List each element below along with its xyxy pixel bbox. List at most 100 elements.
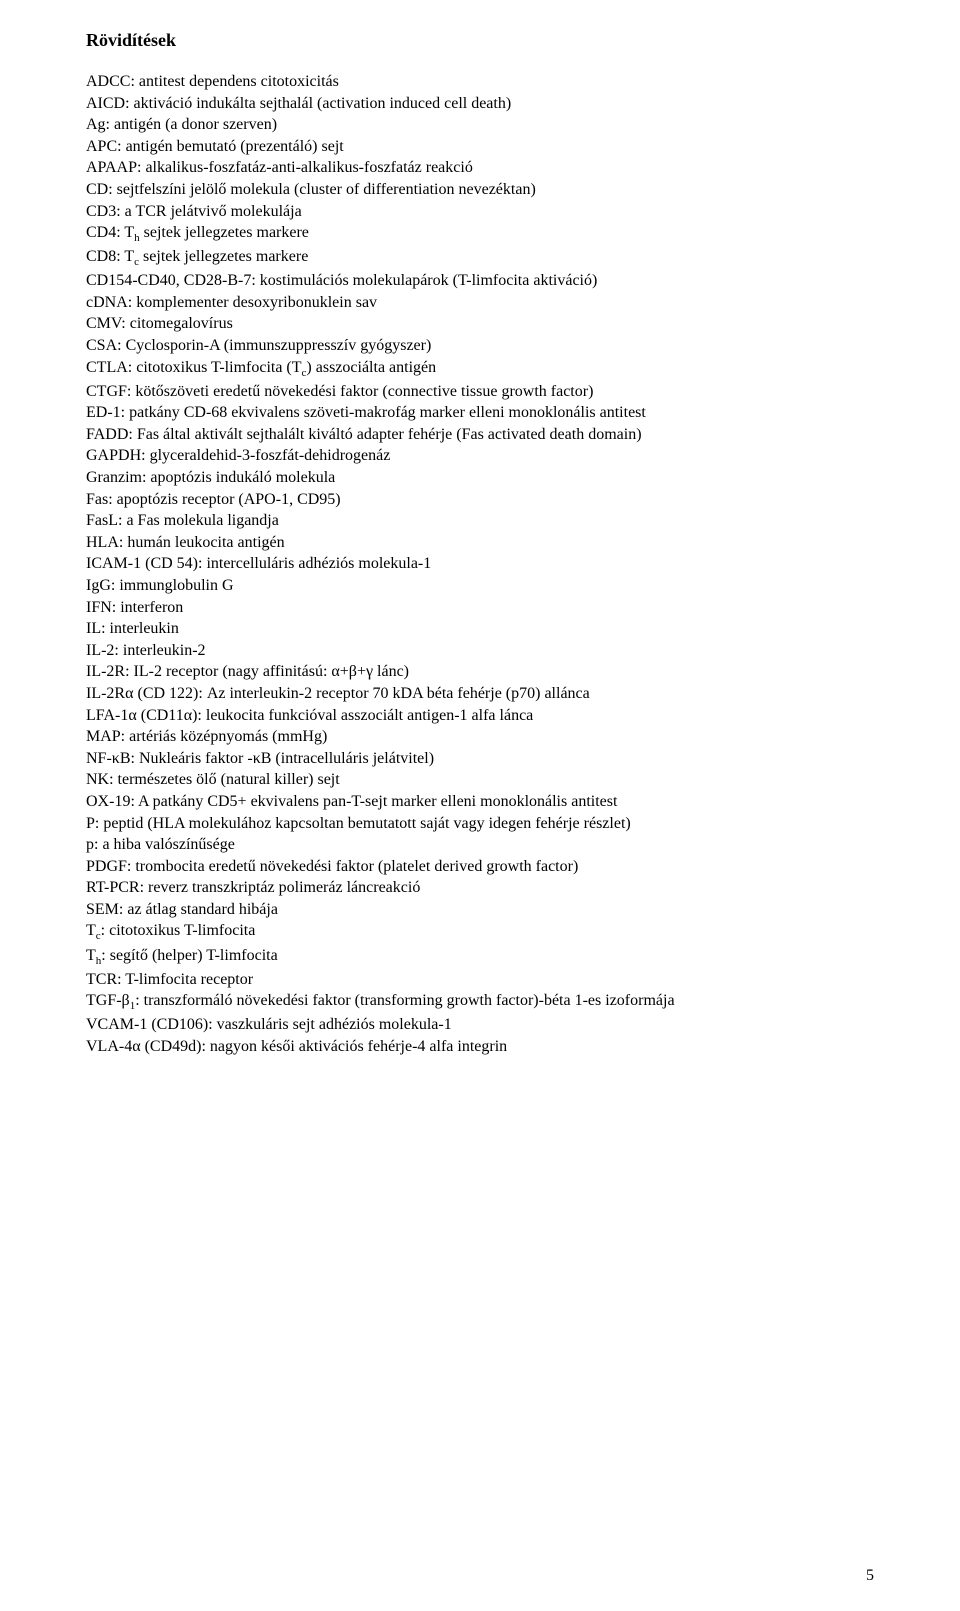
- entry-text: CTGF: kötőszöveti eredetű növekedési fak…: [86, 383, 593, 400]
- entry-text: TGF-β: [86, 992, 130, 1009]
- abbreviation-entry: CMV: citomegalovírus: [86, 313, 874, 335]
- entry-text: TCR: T-limfocita receptor: [86, 971, 253, 988]
- abbreviation-entry: IFN: interferon: [86, 597, 874, 619]
- entry-text: IgG: immunglobulin G: [86, 577, 234, 594]
- entry-text: RT-PCR: reverz transzkriptáz polimeráz l…: [86, 879, 420, 896]
- entry-text: VLA-4α (CD49d): nagyon késői aktivációs …: [86, 1038, 507, 1055]
- abbreviation-entry: MAP: artériás középnyomás (mmHg): [86, 726, 874, 748]
- abbreviation-entry: TGF-β1: transzformáló növekedési faktor …: [86, 990, 874, 1014]
- entry-text: ADCC: antitest dependens citotoxicitás: [86, 73, 339, 90]
- abbreviation-entry: AICD: aktiváció indukálta sejthalál (act…: [86, 93, 874, 115]
- abbreviation-entry: APAAP: alkalikus-foszfatáz-anti-alkaliku…: [86, 157, 874, 179]
- entry-text: P: peptid (HLA molekulához kapcsoltan be…: [86, 815, 631, 832]
- abbreviation-entry: IL: interleukin: [86, 618, 874, 640]
- abbreviation-entry: ED-1: patkány CD-68 ekvivalens szöveti-m…: [86, 402, 874, 424]
- entry-text: HLA: humán leukocita antigén: [86, 534, 285, 551]
- entry-text: ICAM-1 (CD 54): intercelluláris adhéziós…: [86, 555, 431, 572]
- entry-text: CD4: T: [86, 224, 134, 241]
- abbreviation-entry: Tc: citotoxikus T-limfocita: [86, 920, 874, 944]
- page-title: Rövidítések: [86, 30, 874, 51]
- abbreviation-entry: CD4: Th sejtek jellegzetes markere: [86, 222, 874, 246]
- abbreviation-entry: SEM: az átlag standard hibája: [86, 899, 874, 921]
- entry-text: IL-2Rα (CD 122): Az interleukin-2 recept…: [86, 685, 590, 702]
- abbreviation-entry: Granzim: apoptózis indukáló molekula: [86, 467, 874, 489]
- entry-text: ) asszociálta antigén: [306, 359, 436, 376]
- abbreviation-entry: APC: antigén bemutató (prezentáló) sejt: [86, 136, 874, 158]
- abbreviation-entry: FADD: Fas által aktivált sejthalált kivá…: [86, 424, 874, 446]
- entry-text: CMV: citomegalovírus: [86, 315, 233, 332]
- document-page: Rövidítések ADCC: antitest dependens cit…: [0, 0, 960, 1611]
- entry-text: ED-1: patkány CD-68 ekvivalens szöveti-m…: [86, 404, 646, 421]
- entry-text: Ag: antigén (a donor szerven): [86, 116, 277, 133]
- entry-text: CTLA: citotoxikus T-limfocita (T: [86, 359, 302, 376]
- entry-text: CD3: a TCR jelátvivő molekulája: [86, 203, 302, 220]
- entry-text: p: a hiba valószínűsége: [86, 836, 235, 853]
- abbreviation-entry: CD3: a TCR jelátvivő molekulája: [86, 201, 874, 223]
- entry-text: FasL: a Fas molekula ligandja: [86, 512, 279, 529]
- entry-text: T: [86, 947, 96, 964]
- abbreviation-entry: PDGF: trombocita eredetű növekedési fakt…: [86, 856, 874, 878]
- abbreviation-entry: cDNA: komplementer desoxyribonuklein sav: [86, 292, 874, 314]
- abbreviation-entry: HLA: humán leukocita antigén: [86, 532, 874, 554]
- entry-text: : transzformáló növekedési faktor (trans…: [135, 992, 674, 1009]
- entry-text: MAP: artériás középnyomás (mmHg): [86, 728, 327, 745]
- abbreviation-entry: ADCC: antitest dependens citotoxicitás: [86, 71, 874, 93]
- abbreviation-entry: ICAM-1 (CD 54): intercelluláris adhéziós…: [86, 553, 874, 575]
- abbreviation-entry: P: peptid (HLA molekulához kapcsoltan be…: [86, 813, 874, 835]
- abbreviation-entry: CD8: Tc sejtek jellegzetes markere: [86, 246, 874, 270]
- entry-text: IL-2R: IL-2 receptor (nagy affinitású: α…: [86, 663, 409, 680]
- entry-text: CD154-CD40, CD28-B-7: kostimulációs mole…: [86, 272, 597, 289]
- entry-text: IFN: interferon: [86, 599, 183, 616]
- entry-text: IL: interleukin: [86, 620, 179, 637]
- abbreviation-entry: VCAM-1 (CD106): vaszkuláris sejt adhézió…: [86, 1014, 874, 1036]
- entry-text: SEM: az átlag standard hibája: [86, 901, 278, 918]
- abbreviation-entry: LFA-1α (CD11α): leukocita funkcióval ass…: [86, 705, 874, 727]
- abbreviation-entry: TCR: T-limfocita receptor: [86, 969, 874, 991]
- abbreviation-entry: CD: sejtfelszíni jelölő molekula (cluste…: [86, 179, 874, 201]
- entry-text: Fas: apoptózis receptor (APO-1, CD95): [86, 491, 341, 508]
- abbreviation-entry: Ag: antigén (a donor szerven): [86, 114, 874, 136]
- entry-text: VCAM-1 (CD106): vaszkuláris sejt adhézió…: [86, 1016, 452, 1033]
- entry-text: CSA: Cyclosporin-A (immunszuppresszív gy…: [86, 337, 431, 354]
- entry-text: CD: sejtfelszíni jelölő molekula (cluste…: [86, 181, 536, 198]
- entry-text: NK: természetes ölő (natural killer) sej…: [86, 771, 340, 788]
- abbreviation-entry: p: a hiba valószínűsége: [86, 834, 874, 856]
- abbreviation-entry: CD154-CD40, CD28-B-7: kostimulációs mole…: [86, 270, 874, 292]
- abbreviation-entry: CTGF: kötőszöveti eredetű növekedési fak…: [86, 381, 874, 403]
- abbreviation-entry: IL-2: interleukin-2: [86, 640, 874, 662]
- abbreviation-entry: NK: természetes ölő (natural killer) sej…: [86, 769, 874, 791]
- entry-text: IL-2: interleukin-2: [86, 642, 206, 659]
- entry-text: cDNA: komplementer desoxyribonuklein sav: [86, 294, 377, 311]
- abbreviation-entry: CSA: Cyclosporin-A (immunszuppresszív gy…: [86, 335, 874, 357]
- abbreviation-entry: IL-2R: IL-2 receptor (nagy affinitású: α…: [86, 661, 874, 683]
- abbreviation-list: ADCC: antitest dependens citotoxicitás AI…: [86, 71, 874, 1057]
- entry-text: sejtek jellegzetes markere: [140, 224, 309, 241]
- entry-text: sejtek jellegzetes markere: [139, 248, 308, 265]
- entry-text: GAPDH: glyceraldehid-3-foszfát-dehidroge…: [86, 447, 390, 464]
- abbreviation-entry: GAPDH: glyceraldehid-3-foszfát-dehidroge…: [86, 445, 874, 467]
- entry-text: T: [86, 922, 96, 939]
- abbreviation-entry: VLA-4α (CD49d): nagyon késői aktivációs …: [86, 1036, 874, 1058]
- entry-text: PDGF: trombocita eredetű növekedési fakt…: [86, 858, 578, 875]
- entry-text: OX-19: A patkány CD5+ ekvivalens pan-T-s…: [86, 793, 617, 810]
- abbreviation-entry: FasL: a Fas molekula ligandja: [86, 510, 874, 532]
- entry-text: CD8: T: [86, 248, 134, 265]
- abbreviation-entry: IL-2Rα (CD 122): Az interleukin-2 recept…: [86, 683, 874, 705]
- abbreviation-entry: NF-κB: Nukleáris faktor -κB (intracellul…: [86, 748, 874, 770]
- entry-text: : segítő (helper) T-limfocita: [101, 947, 277, 964]
- abbreviation-entry: Fas: apoptózis receptor (APO-1, CD95): [86, 489, 874, 511]
- entry-text: Granzim: apoptózis indukáló molekula: [86, 469, 335, 486]
- entry-text: APAAP: alkalikus-foszfatáz-anti-alkaliku…: [86, 159, 473, 176]
- entry-text: NF-κB: Nukleáris faktor -κB (intracellul…: [86, 750, 434, 767]
- page-number: 5: [866, 1567, 874, 1585]
- entry-text: LFA-1α (CD11α): leukocita funkcióval ass…: [86, 707, 533, 724]
- entry-text: FADD: Fas által aktivált sejthalált kivá…: [86, 426, 642, 443]
- entry-text: APC: antigén bemutató (prezentáló) sejt: [86, 138, 344, 155]
- abbreviation-entry: RT-PCR: reverz transzkriptáz polimeráz l…: [86, 877, 874, 899]
- abbreviation-entry: OX-19: A patkány CD5+ ekvivalens pan-T-s…: [86, 791, 874, 813]
- abbreviation-entry: IgG: immunglobulin G: [86, 575, 874, 597]
- abbreviation-entry: CTLA: citotoxikus T-limfocita (Tc) asszo…: [86, 357, 874, 381]
- entry-text: AICD: aktiváció indukálta sejthalál (act…: [86, 95, 511, 112]
- entry-text: : citotoxikus T-limfocita: [101, 922, 256, 939]
- abbreviation-entry: Th: segítő (helper) T-limfocita: [86, 945, 874, 969]
